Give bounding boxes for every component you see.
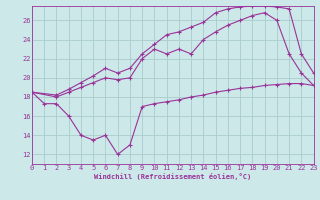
X-axis label: Windchill (Refroidissement éolien,°C): Windchill (Refroidissement éolien,°C) <box>94 173 252 180</box>
